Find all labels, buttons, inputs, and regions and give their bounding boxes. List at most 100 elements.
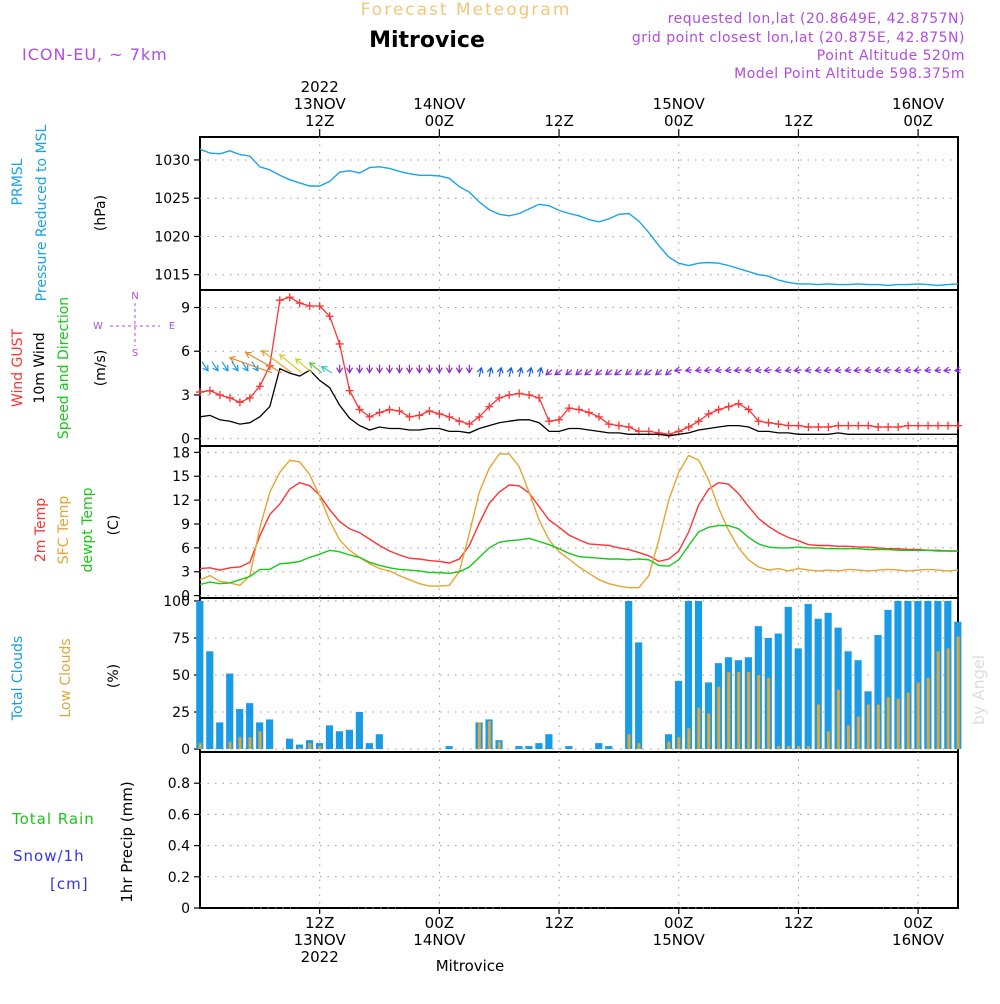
wind-arrow	[763, 366, 772, 374]
y-tick-label: 0.2	[168, 870, 190, 886]
wind-arrow	[465, 364, 473, 374]
y-tick-label: 75	[172, 631, 190, 647]
total-cloud-bar	[884, 609, 892, 750]
wind-arrow	[455, 364, 463, 374]
gust-point	[654, 428, 663, 437]
total-cloud-bar	[226, 673, 234, 750]
gust-point	[954, 421, 962, 430]
gust-point	[664, 430, 673, 439]
y-tick-label: 1025	[154, 191, 190, 207]
wind-arrow	[201, 361, 209, 372]
total-cloud-bar	[684, 600, 693, 750]
total-cloud-bar	[196, 600, 204, 750]
gust-point	[255, 382, 264, 391]
low-cloud-bar	[258, 731, 262, 750]
low-cloud-bar	[846, 725, 850, 750]
y-tick-label: 1015	[154, 268, 190, 284]
time-label-bottom: 12Z	[784, 914, 813, 932]
wind-arrow	[228, 355, 273, 374]
gust-point	[415, 411, 424, 420]
low-cloud-bar	[946, 648, 950, 750]
gust-point	[804, 423, 813, 432]
wind-arrow	[536, 366, 544, 377]
gust-point	[824, 423, 833, 432]
gust-point	[924, 421, 933, 430]
gust-point	[305, 302, 314, 311]
wind-arrow	[774, 366, 782, 374]
time-label-top: 00Z	[664, 112, 693, 130]
total-cloud-bar	[525, 746, 533, 750]
low-cloud-bar	[477, 722, 481, 750]
total-cloud-bar	[236, 709, 244, 750]
wind-arrow	[894, 366, 902, 374]
low-cloud-bar	[487, 720, 491, 750]
low-cloud-bar	[497, 741, 501, 750]
gust-point	[196, 388, 204, 397]
gust-point	[714, 405, 723, 414]
gust-point	[395, 407, 404, 416]
gust-point	[385, 405, 394, 414]
gust-point	[565, 404, 574, 413]
total-cloud-bar	[295, 744, 304, 750]
y-tick-label: 0	[181, 901, 190, 917]
gust-point	[455, 417, 464, 426]
wind-arrow	[654, 369, 663, 376]
total-cloud-bar	[904, 600, 912, 750]
total-cloud-bar	[874, 635, 882, 750]
wind-arrow	[554, 369, 563, 376]
low-cloud-bar	[627, 734, 631, 750]
low-cloud-bar	[228, 741, 232, 750]
total-cloud-bar	[854, 660, 862, 750]
total-cloud-bar	[804, 603, 812, 750]
time-label-bottom: 16NOV	[892, 931, 945, 949]
y-tick-label: 0.4	[168, 839, 190, 855]
gust-point	[375, 408, 384, 417]
gust-point	[445, 412, 454, 421]
wind-arrow	[853, 366, 862, 374]
low-cloud-bar	[826, 731, 830, 750]
t2m-series-line	[199, 481, 958, 571]
low-cloud-bar	[906, 692, 910, 750]
gust-point	[355, 405, 364, 414]
wind-frame	[199, 289, 959, 447]
low-cloud-bar	[797, 746, 801, 750]
total-cloud-label: Total Clouds	[10, 636, 26, 721]
compass-south: S	[132, 348, 138, 359]
time-label-bottom: 14NOV	[413, 931, 466, 949]
total-cloud-bar	[565, 746, 573, 750]
pressure-label-1: PRMSL	[10, 158, 26, 205]
gust-point	[594, 412, 603, 421]
low-cloud-bar	[816, 704, 820, 750]
time-label-top: 15NOV	[653, 95, 706, 113]
wind-arrow	[714, 366, 722, 374]
gust-point	[694, 417, 703, 426]
credit-watermark: by Angel	[969, 655, 988, 725]
time-label-bottom: 00Z	[903, 914, 932, 932]
gust-point	[465, 420, 474, 429]
gust-point	[874, 423, 883, 432]
pressure-panel: 1015 1020 1025 1030	[154, 136, 959, 291]
wind-arrow	[814, 366, 822, 374]
y-tick-label: 15	[172, 469, 190, 485]
gust-point	[365, 412, 374, 421]
y-tick-label: 12	[172, 493, 190, 509]
temp-unit: (C)	[106, 515, 122, 536]
total-cloud-bar	[246, 703, 254, 750]
t2m-label: 2m Temp	[33, 498, 49, 562]
wind-arrow	[673, 366, 682, 374]
wind-arrow	[241, 361, 249, 372]
low-cloud-bar	[856, 716, 860, 750]
low-cloud-bar	[238, 737, 242, 750]
time-label-top: 16NOV	[892, 95, 945, 113]
compass-east: E	[169, 321, 175, 332]
total-cloud-bar	[375, 734, 383, 750]
gust-point	[505, 390, 514, 399]
gust-point	[864, 421, 873, 430]
wind-label-1: 10m Wind	[32, 332, 48, 403]
gust-point	[285, 293, 294, 302]
wind-arrow	[308, 361, 323, 374]
cloud-panel: 0 25 50 75 100	[163, 594, 962, 758]
gust-point	[515, 389, 524, 398]
wind-arrow	[804, 366, 812, 374]
